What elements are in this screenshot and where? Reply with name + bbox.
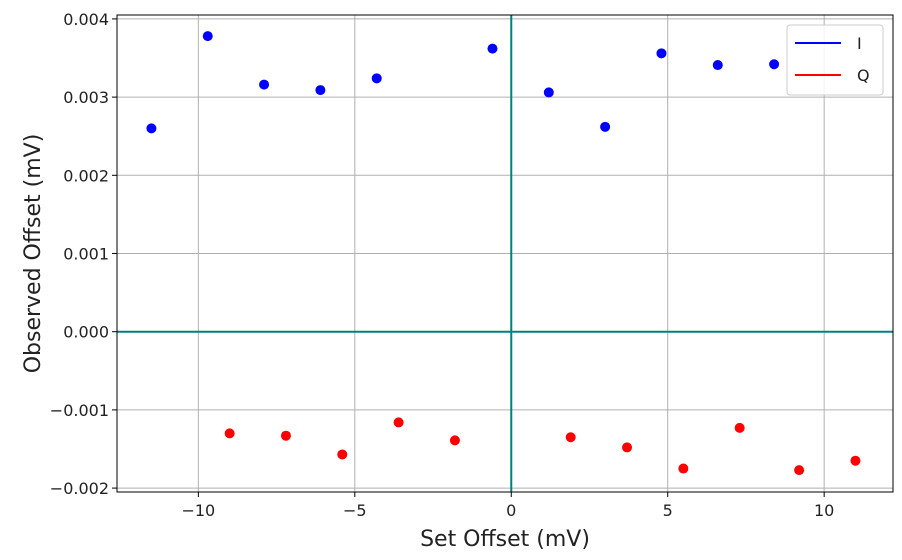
y-tick-label: −0.001 <box>50 401 109 420</box>
data-point-i <box>315 85 326 96</box>
data-point-q <box>337 449 348 460</box>
x-tick-label: 10 <box>814 501 834 520</box>
data-point-i <box>600 121 611 132</box>
data-point-i <box>202 31 213 42</box>
y-tick-label: 0.004 <box>63 10 109 29</box>
legend: I Q <box>786 24 884 96</box>
data-point-q <box>280 430 291 441</box>
data-point-q <box>224 428 235 439</box>
data-point-q <box>622 442 633 453</box>
data-point-i <box>656 48 667 59</box>
data-point-q <box>850 455 861 466</box>
reference-lines <box>117 15 893 492</box>
y-tick-label: 0.002 <box>63 166 109 185</box>
data-point-i <box>259 79 270 90</box>
data-point-q <box>734 422 745 433</box>
data-points <box>146 31 861 476</box>
data-point-i <box>712 60 723 71</box>
data-point-i <box>371 73 382 84</box>
x-tick-label: 5 <box>663 501 673 520</box>
data-point-i <box>769 59 780 70</box>
data-point-q <box>794 465 805 476</box>
x-tick-label: 0 <box>506 501 516 520</box>
axis-ticks: −10 −5 0 5 10 0.004 0.003 0.002 0.001 0.000 −0.001… <box>50 10 835 520</box>
y-tick-label: 0.000 <box>63 323 109 342</box>
data-point-i <box>487 43 498 54</box>
y-tick-label: 0.001 <box>63 245 109 264</box>
data-point-q <box>565 432 576 443</box>
data-point-q <box>393 417 404 428</box>
legend-label-i: I <box>857 34 862 53</box>
data-point-i <box>543 87 554 98</box>
legend-label-q: Q <box>857 66 870 85</box>
y-tick-label: −0.002 <box>50 479 109 498</box>
grid-lines <box>117 15 893 492</box>
x-tick-label: −10 <box>181 501 215 520</box>
y-tick-label: 0.003 <box>63 88 109 107</box>
data-point-q <box>678 463 689 474</box>
data-point-q <box>449 435 460 446</box>
data-point-i <box>146 123 157 134</box>
x-tick-label: −5 <box>343 501 367 520</box>
y-axis-title: Observed Offset (mV) <box>21 134 46 374</box>
x-axis-title: Set Offset (mV) <box>420 527 590 552</box>
